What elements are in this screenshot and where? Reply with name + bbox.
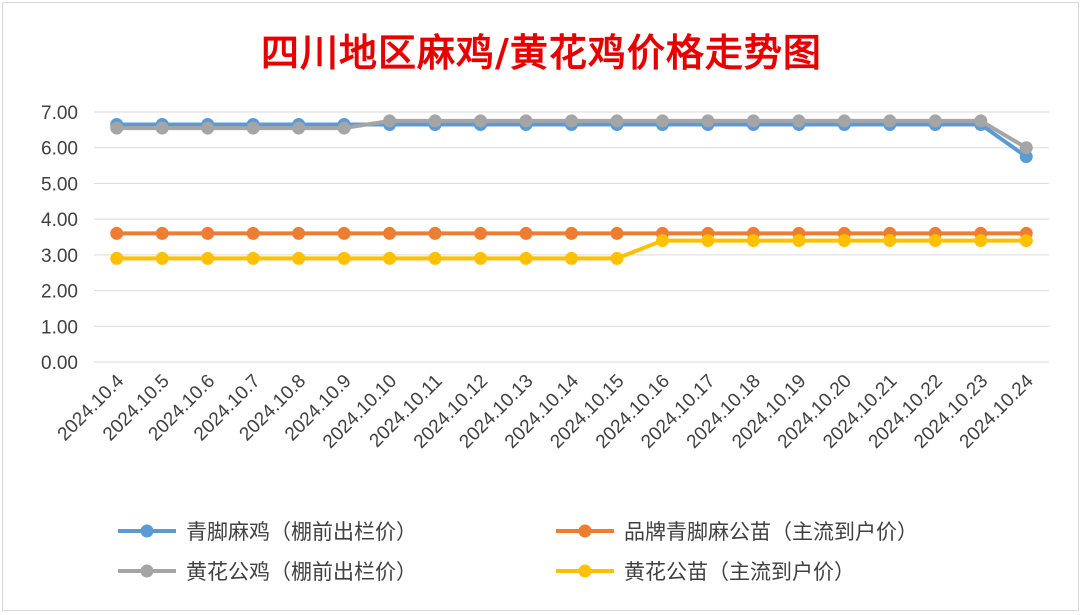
data-point <box>837 234 851 248</box>
data-point <box>610 251 624 265</box>
data-point <box>565 114 578 128</box>
legend-entry: 黄花公苗（主流到户价） <box>556 560 855 584</box>
legend-label: 黄花公苗（主流到户价） <box>624 560 855 584</box>
data-point <box>701 114 715 128</box>
data-point <box>155 226 169 240</box>
y-tick-label: 5.00 <box>41 174 78 195</box>
data-point <box>837 114 851 128</box>
data-point <box>383 114 397 128</box>
data-point <box>1019 234 1033 248</box>
data-point <box>292 121 306 135</box>
y-tick-label: 6.00 <box>41 139 78 160</box>
legend-swatch-marker <box>578 564 592 578</box>
y-tick-label: 3.00 <box>41 246 78 267</box>
legend-entry: 品牌青脚麻公苗（主流到户价） <box>556 520 918 544</box>
legend: 青脚麻鸡（棚前出栏价） 品牌青脚麻公苗（主流到户价） 黄花公鸡（棚前出栏价） 黄花公苗… <box>118 520 918 584</box>
data-point <box>610 114 624 128</box>
series-lines <box>110 114 1033 265</box>
data-point <box>201 121 215 135</box>
data-point <box>1019 150 1033 164</box>
data-point <box>565 251 578 265</box>
data-point <box>246 121 260 135</box>
data-point <box>610 226 624 240</box>
y-tick-label: 7.00 <box>41 103 78 124</box>
legend-label: 品牌青脚麻公苗（主流到户价） <box>624 520 918 544</box>
data-point <box>110 226 124 240</box>
data-point <box>428 226 442 240</box>
data-point <box>655 114 669 128</box>
data-point <box>246 226 260 240</box>
data-point <box>883 234 897 248</box>
data-point <box>974 234 988 248</box>
data-point <box>565 226 578 240</box>
data-point <box>519 226 533 240</box>
series-3 <box>110 234 1033 265</box>
y-tick-label: 4.00 <box>41 210 78 231</box>
data-point <box>474 114 488 128</box>
data-point <box>337 121 351 135</box>
data-point <box>655 234 669 248</box>
data-point <box>110 121 124 135</box>
data-point <box>1019 141 1033 155</box>
data-point <box>519 114 533 128</box>
y-tick-label: 0.00 <box>41 353 78 374</box>
data-point <box>746 234 760 248</box>
data-point <box>201 251 215 265</box>
data-point <box>383 226 397 240</box>
y-tick-label: 1.00 <box>41 317 78 338</box>
data-point <box>519 251 533 265</box>
data-point <box>474 226 488 240</box>
data-point <box>792 114 806 128</box>
legend-swatch-marker <box>578 524 592 538</box>
data-point <box>428 251 442 265</box>
data-point <box>474 251 488 265</box>
legend-label: 黄花公鸡（棚前出栏价） <box>186 560 417 584</box>
data-point <box>883 114 897 128</box>
data-point <box>974 114 988 128</box>
legend-entry: 黄花公鸡（棚前出栏价） <box>118 560 417 584</box>
gridlines <box>94 111 1049 363</box>
data-point <box>746 114 760 128</box>
data-point <box>246 251 260 265</box>
y-tick-label: 2.00 <box>41 282 78 303</box>
chart-title: 四川地区麻鸡/黄花鸡价格走势图 <box>261 30 822 75</box>
data-point <box>337 226 351 240</box>
data-point <box>928 234 942 248</box>
data-point <box>292 226 306 240</box>
legend-label: 青脚麻鸡（棚前出栏价） <box>186 520 417 544</box>
data-point <box>337 251 351 265</box>
data-point <box>155 251 169 265</box>
data-point <box>155 121 169 135</box>
data-point <box>428 114 442 128</box>
data-point <box>110 251 124 265</box>
y-axis-ticks: 0.00 1.00 2.00 3.00 4.00 5.00 6.00 7.00 <box>41 103 78 374</box>
data-point <box>383 251 397 265</box>
data-point <box>701 234 715 248</box>
series-2 <box>110 114 1033 155</box>
x-axis-ticks: 2024.10.42024.10.52024.10.62024.10.72024… <box>54 370 1038 452</box>
legend-entry: 青脚麻鸡（棚前出栏价） <box>118 520 417 544</box>
data-point <box>292 251 306 265</box>
data-point <box>792 234 806 248</box>
legend-swatch-marker <box>140 524 154 538</box>
data-point <box>928 114 942 128</box>
legend-swatch-marker <box>140 564 154 578</box>
data-point <box>201 226 215 240</box>
